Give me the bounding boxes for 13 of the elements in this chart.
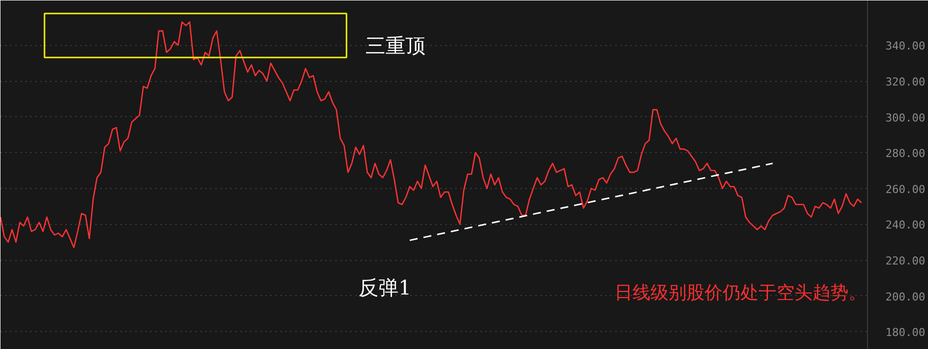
y-tick-label: 240.00: [886, 218, 926, 232]
y-tick-label: 280.00: [886, 147, 926, 160]
y-tick-label: 200.00: [886, 290, 926, 304]
annotation: 三重顶: [366, 34, 426, 58]
y-tick-label: 300.00: [886, 111, 926, 124]
annotation: 反弹1: [358, 276, 412, 300]
y-tick-label: 180.00: [886, 326, 926, 340]
y-tick-label: 260.00: [886, 182, 926, 196]
y-tick-label: 320.00: [886, 76, 926, 89]
y-tick-label: 220.00: [886, 254, 926, 268]
y-tick-label: 340.00: [886, 40, 926, 53]
annotation: 日线级别股价仍处于空头趋势。: [614, 282, 866, 304]
line-series: [0, 21, 862, 248]
